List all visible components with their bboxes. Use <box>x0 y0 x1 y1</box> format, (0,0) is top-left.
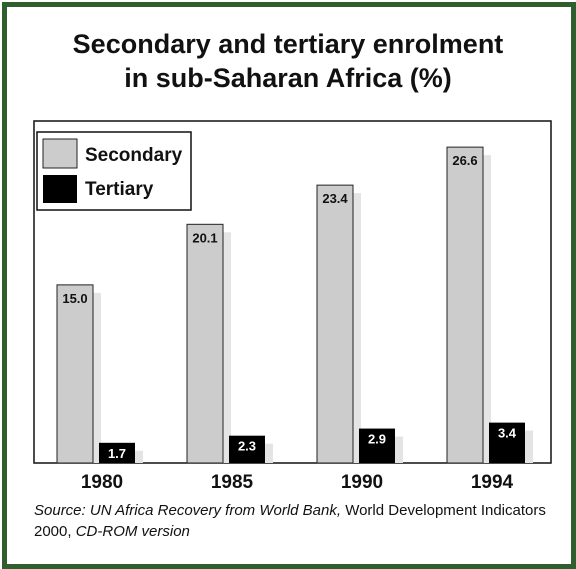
data-label-tertiary: 1.7 <box>108 446 126 461</box>
x-tick-label: 1985 <box>211 472 254 493</box>
legend-swatch-tertiary <box>43 175 77 203</box>
bar-tertiary <box>99 442 135 463</box>
bar-secondary <box>56 284 94 464</box>
source-part-3: CD-ROM version <box>75 523 190 540</box>
data-label-secondary: 20.1 <box>192 230 217 245</box>
bar-tertiary <box>489 422 525 463</box>
chart-title-line-1: Secondary and tertiary enrolment <box>72 29 504 59</box>
bar-secondary <box>186 223 224 464</box>
data-label-secondary: 26.6 <box>452 153 477 168</box>
data-label-tertiary: 2.9 <box>368 432 386 447</box>
legend-label-tertiary: Tertiary <box>85 179 154 200</box>
x-tick-label: 1990 <box>341 472 383 493</box>
x-tick-label: 1994 <box>471 472 514 493</box>
data-label-tertiary: 3.4 <box>498 426 517 441</box>
source-part-2: World Development Indicators 2000, <box>34 502 546 540</box>
data-label-tertiary: 2.3 <box>238 439 256 454</box>
bar-tertiary <box>359 428 395 463</box>
chart-title-line-2: in sub-Saharan Africa (%) <box>124 63 452 93</box>
bar-secondary <box>316 184 354 464</box>
source-note: Source: UN Africa Recovery from World Ba… <box>34 500 554 542</box>
data-label-secondary: 23.4 <box>322 191 348 206</box>
legend-swatch-secondary <box>42 138 78 169</box>
x-tick-label: 1980 <box>81 472 123 493</box>
bar-secondary <box>446 146 484 464</box>
bar-tertiary <box>229 435 265 463</box>
legend-label-secondary: Secondary <box>85 145 183 166</box>
data-label-secondary: 15.0 <box>62 291 87 306</box>
source-part-1: Source: UN Africa Recovery from World Ba… <box>34 502 342 519</box>
